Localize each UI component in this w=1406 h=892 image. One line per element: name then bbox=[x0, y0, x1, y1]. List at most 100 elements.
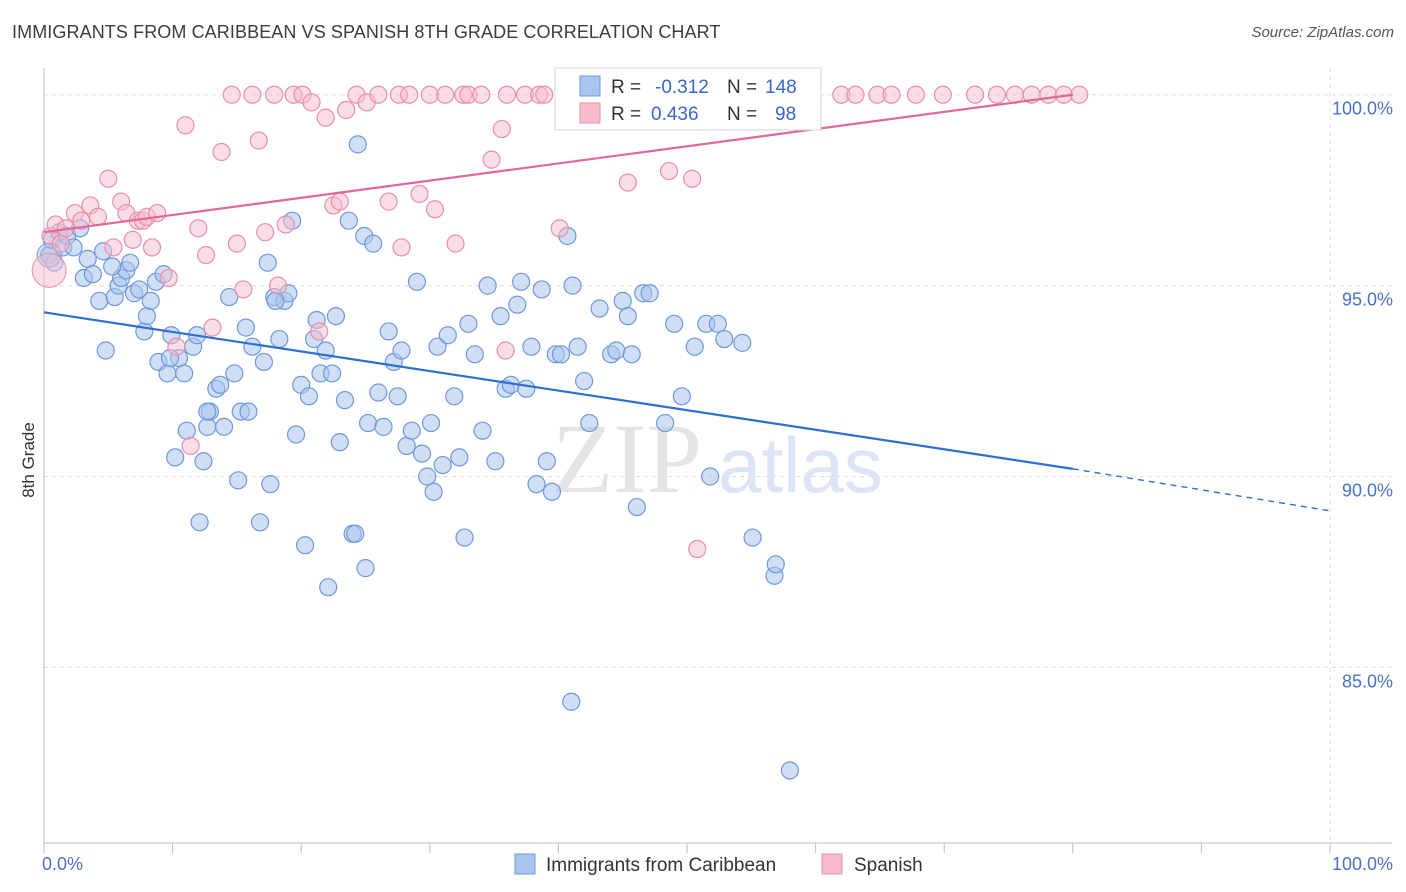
point-spanish-19 bbox=[167, 337, 186, 356]
point-spanish-22 bbox=[189, 219, 208, 238]
point-caribbean-117 bbox=[580, 413, 599, 433]
point-spanish-64 bbox=[550, 219, 569, 238]
bottom-legend-swatch-spanish bbox=[821, 853, 843, 875]
point-caribbean-10 bbox=[83, 265, 102, 284]
point-caribbean-127 bbox=[640, 284, 659, 303]
point-spanish-45 bbox=[369, 85, 388, 104]
point-spanish-59 bbox=[492, 119, 511, 139]
point-spanish-31 bbox=[256, 223, 275, 242]
source-label: Source: ZipAtlas.com bbox=[1251, 24, 1394, 41]
axes bbox=[43, 68, 1392, 853]
point-caribbean-22 bbox=[137, 307, 156, 326]
point-caribbean-139 bbox=[766, 555, 785, 574]
point-spanish-8 bbox=[99, 169, 118, 188]
point-spanish-cluster bbox=[31, 252, 67, 288]
point-caribbean-116 bbox=[575, 371, 594, 391]
trend-lines bbox=[43, 93, 1331, 512]
bottom-legend-label-caribbean: Immigrants from Caribbean bbox=[546, 855, 776, 876]
point-caribbean-141 bbox=[346, 524, 365, 543]
point-spanish-89 bbox=[965, 85, 985, 104]
point-caribbean-40 bbox=[211, 375, 230, 394]
point-spanish-32 bbox=[265, 85, 284, 104]
point-spanish-86 bbox=[882, 85, 901, 104]
point-caribbean-114 bbox=[563, 276, 582, 295]
y-tick-label-90: 90.0% bbox=[1342, 480, 1393, 500]
point-spanish-41 bbox=[330, 192, 349, 211]
watermark-atlas: atlas bbox=[718, 421, 883, 509]
point-caribbean-89 bbox=[428, 337, 447, 356]
point-caribbean-119 bbox=[590, 299, 609, 318]
point-caribbean-103 bbox=[508, 295, 527, 314]
point-caribbean-100 bbox=[491, 307, 510, 326]
watermark-zip: ZIP bbox=[552, 403, 702, 514]
point-caribbean-124 bbox=[622, 345, 641, 364]
point-caribbean-91 bbox=[438, 326, 457, 345]
point-caribbean-31 bbox=[175, 364, 194, 383]
point-caribbean-143 bbox=[424, 482, 443, 501]
point-caribbean-75 bbox=[358, 413, 378, 433]
point-caribbean-142 bbox=[356, 559, 375, 578]
y-axis-label: 8th Grade bbox=[19, 422, 38, 498]
bottom-legend-swatch-caribbean bbox=[514, 853, 536, 875]
point-spanish-88 bbox=[933, 85, 953, 104]
point-spanish-38 bbox=[310, 322, 329, 341]
point-spanish-18 bbox=[159, 268, 178, 288]
point-spanish-37 bbox=[302, 93, 321, 112]
point-caribbean-27 bbox=[158, 364, 177, 383]
point-caribbean-108 bbox=[532, 280, 551, 299]
point-caribbean-76 bbox=[364, 234, 383, 253]
point-caribbean-32 bbox=[177, 421, 196, 440]
point-caribbean-129 bbox=[672, 387, 691, 406]
point-caribbean-43 bbox=[225, 364, 244, 383]
point-caribbean-36 bbox=[194, 452, 213, 471]
point-caribbean-96 bbox=[465, 345, 484, 364]
point-caribbean-112 bbox=[551, 345, 571, 364]
point-caribbean-81 bbox=[388, 387, 407, 406]
y-tick-label-85: 85.0% bbox=[1342, 671, 1393, 691]
point-caribbean-20 bbox=[130, 280, 149, 299]
point-spanish-95 bbox=[1070, 85, 1089, 104]
point-spanish-90 bbox=[987, 85, 1007, 104]
point-caribbean-58 bbox=[286, 425, 306, 444]
point-spanish-63 bbox=[535, 85, 554, 104]
point-spanish-50 bbox=[410, 184, 429, 204]
point-caribbean-83 bbox=[397, 436, 416, 456]
point-spanish-84 bbox=[846, 85, 865, 104]
point-caribbean-69 bbox=[330, 433, 349, 452]
legend-r-value-caribbean: -0.312 bbox=[655, 77, 709, 98]
legend-r-label-caribbean: R = bbox=[611, 77, 641, 98]
point-spanish-52 bbox=[425, 200, 445, 219]
point-caribbean-21 bbox=[135, 322, 154, 341]
point-caribbean-118 bbox=[562, 692, 581, 711]
point-caribbean-41 bbox=[214, 417, 234, 436]
point-caribbean-78 bbox=[374, 417, 393, 436]
point-caribbean-51 bbox=[258, 253, 277, 272]
point-caribbean-48 bbox=[243, 337, 262, 356]
point-caribbean-92 bbox=[445, 387, 464, 406]
point-spanish-70 bbox=[618, 173, 637, 192]
point-spanish-93 bbox=[1039, 85, 1058, 104]
point-caribbean-68 bbox=[326, 307, 346, 326]
point-caribbean-104 bbox=[512, 272, 531, 291]
point-caribbean-136 bbox=[733, 333, 752, 352]
point-caribbean-29 bbox=[166, 448, 185, 467]
point-spanish-58 bbox=[482, 150, 501, 169]
legend-r-label-spanish: R = bbox=[611, 104, 641, 125]
point-caribbean-71 bbox=[339, 211, 358, 230]
point-caribbean-106 bbox=[522, 337, 541, 356]
point-caribbean-60 bbox=[295, 536, 315, 555]
point-caribbean-82 bbox=[392, 341, 411, 360]
legend-n-label-spanish: N = bbox=[727, 104, 757, 125]
point-caribbean-94 bbox=[455, 528, 474, 547]
point-caribbean-107 bbox=[527, 475, 546, 494]
point-caribbean-135 bbox=[715, 329, 734, 349]
point-spanish-96 bbox=[496, 341, 515, 360]
point-caribbean-13 bbox=[96, 341, 115, 360]
point-spanish-17 bbox=[148, 203, 167, 223]
point-caribbean-52 bbox=[261, 475, 280, 494]
point-spanish-48 bbox=[392, 238, 411, 257]
point-spanish-49 bbox=[400, 85, 419, 104]
point-caribbean-121 bbox=[607, 341, 626, 360]
point-caribbean-77 bbox=[369, 383, 388, 402]
point-spanish-12 bbox=[123, 230, 142, 249]
